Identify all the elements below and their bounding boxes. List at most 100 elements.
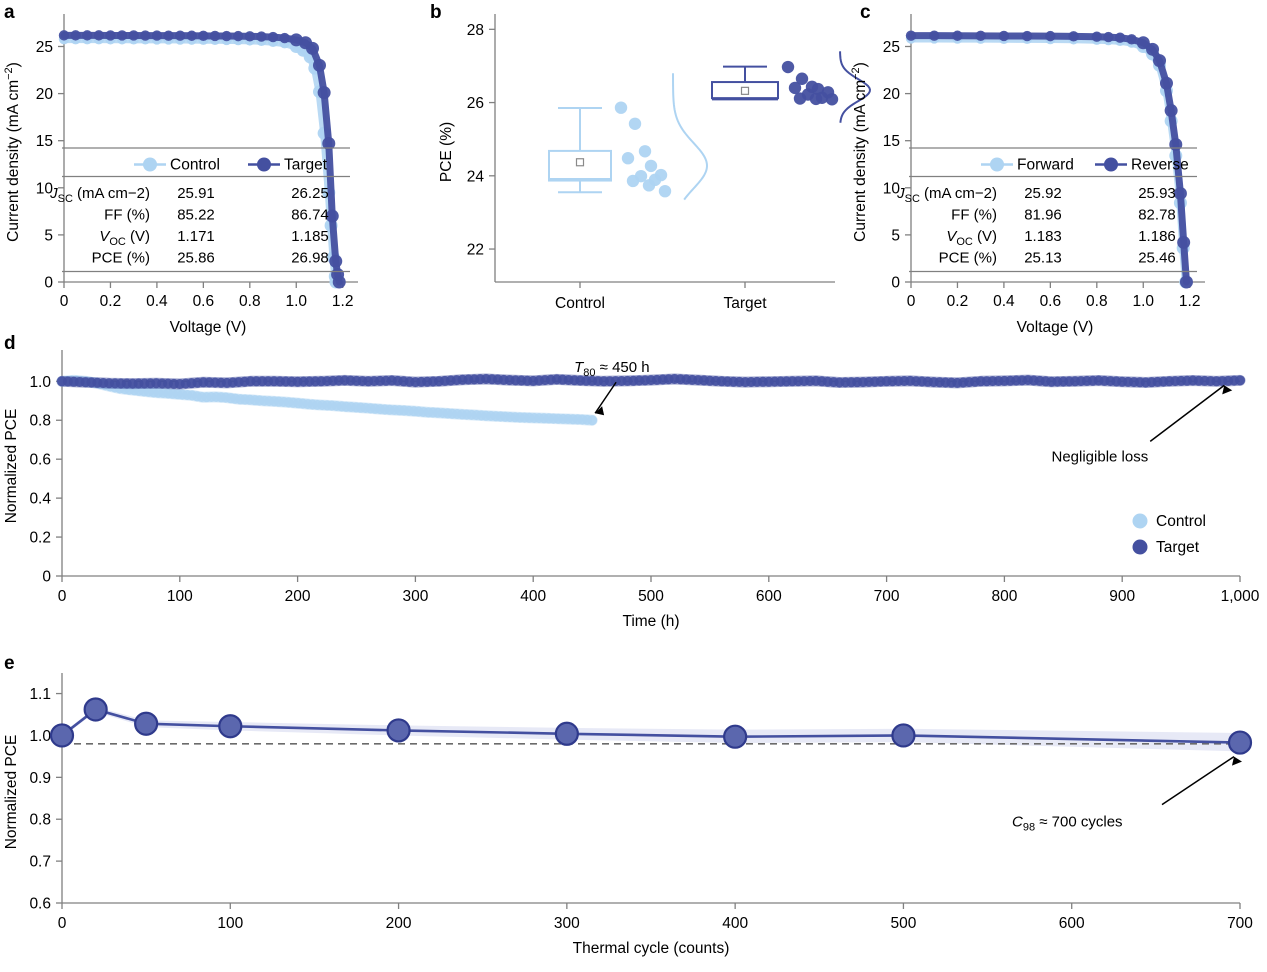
data-point bbox=[1021, 30, 1033, 42]
y-tick-label: 0 bbox=[891, 275, 900, 292]
data-point bbox=[134, 711, 159, 736]
x-tick-label: 800 bbox=[991, 588, 1017, 605]
box bbox=[711, 81, 779, 100]
table-cell-value: 81.96 bbox=[1024, 207, 1062, 224]
x-tick-label: 0.8 bbox=[1086, 293, 1108, 310]
legend-label-forward: Forward bbox=[1017, 157, 1074, 174]
table-cell-value: 82.78 bbox=[1138, 207, 1176, 224]
legend-label-reverse: Reverse bbox=[1131, 157, 1189, 174]
data-point bbox=[1136, 36, 1150, 50]
scatter-point bbox=[628, 117, 642, 131]
data-point bbox=[1103, 31, 1114, 43]
y-tick-label: 1.0 bbox=[29, 374, 51, 391]
x-tick-label: 1.2 bbox=[1179, 293, 1201, 310]
y-tick-label: 0.7 bbox=[29, 854, 51, 871]
data-point bbox=[82, 30, 93, 41]
y-tick-label: 26 bbox=[467, 95, 484, 112]
x-tick-label: 0.6 bbox=[193, 293, 215, 310]
legend-label-target: Target bbox=[1156, 539, 1200, 556]
data-point bbox=[329, 254, 343, 268]
x-tick-label: 300 bbox=[554, 915, 580, 932]
table-cell-value: 1.186 bbox=[1138, 228, 1176, 245]
x-tick-label: 500 bbox=[890, 915, 916, 932]
y-axis-title: Normalized PCE bbox=[3, 409, 20, 524]
annotation-arrow-line bbox=[1149, 384, 1225, 442]
y-tick-label: 10 bbox=[883, 180, 901, 197]
data-point bbox=[325, 209, 339, 223]
data-point bbox=[186, 30, 197, 41]
panel-label-e: e bbox=[4, 653, 15, 674]
x-tick-label: 1.2 bbox=[332, 293, 354, 310]
y-tick-label: 5 bbox=[44, 227, 53, 244]
confidence-band bbox=[62, 706, 1240, 752]
data-point bbox=[587, 415, 598, 426]
panel-b-svg: 22 24 26 28 PCE (%) Control Target bbox=[438, 14, 872, 312]
x-tick-label: 400 bbox=[722, 915, 748, 932]
x-tick-label: 600 bbox=[1059, 915, 1085, 932]
data-point bbox=[1179, 275, 1193, 289]
data-point bbox=[116, 30, 128, 41]
table-cell-value: 85.22 bbox=[177, 207, 215, 224]
data-point bbox=[1235, 375, 1245, 386]
y-tick-label: 15 bbox=[883, 133, 900, 150]
y-tick-label: 1.1 bbox=[29, 686, 51, 703]
table-cell-value: 25.86 bbox=[177, 250, 215, 267]
panel-e-chart: 0.6 0.7 0.8 0.9 1.0 1.1 0 100 200 300 400 500 600 700… bbox=[0, 645, 1267, 972]
scatter-point bbox=[825, 93, 839, 106]
x-tick-label: 0.2 bbox=[100, 293, 122, 310]
data-point bbox=[140, 30, 151, 41]
y-tick-label: 0 bbox=[42, 569, 51, 586]
x-category-label: Control bbox=[555, 295, 605, 312]
data-point bbox=[163, 30, 174, 41]
x-tick-label: 0 bbox=[60, 293, 69, 310]
table-row-label: JSC (mA cm−2) bbox=[49, 185, 150, 205]
data-point bbox=[105, 30, 116, 41]
x-tick-label: 500 bbox=[638, 588, 664, 605]
data-point bbox=[952, 30, 963, 41]
panel-a-chart: 0 5 10 15 20 25 0 0.2 0.4 0.6 0.8 1.0 1.2 Voltage (V)… bbox=[0, 0, 420, 336]
data-point bbox=[1045, 30, 1056, 42]
y-axis-title: Current density (mA cm−2) bbox=[3, 62, 22, 242]
y-tick-label: 0.2 bbox=[29, 530, 51, 547]
annotation-arrow-head bbox=[595, 406, 605, 416]
boxplot-control bbox=[548, 73, 708, 201]
data-point bbox=[306, 41, 320, 55]
y-axis-title: Current density (mA cm−2) bbox=[850, 62, 869, 242]
y-tick-label: 20 bbox=[883, 86, 901, 103]
y-tick-label: 0.4 bbox=[29, 491, 51, 508]
table-row-label: VOC (V) bbox=[99, 228, 150, 248]
x-tick-label: 0.6 bbox=[1040, 293, 1062, 310]
x-tick-label: 0.2 bbox=[947, 293, 969, 310]
data-point bbox=[1164, 104, 1178, 118]
scatter-point bbox=[781, 60, 795, 74]
legend-marker-control bbox=[143, 157, 157, 172]
table-row-label: PCE (%) bbox=[92, 250, 150, 267]
y-tick-label: 25 bbox=[883, 39, 900, 56]
y-tick-label: 0.6 bbox=[29, 896, 51, 913]
data-point bbox=[232, 30, 244, 42]
annotation-arrow-line bbox=[594, 381, 617, 414]
data-point bbox=[279, 32, 290, 44]
x-tick-label: 0 bbox=[58, 915, 67, 932]
x-tick-label: 200 bbox=[386, 915, 412, 932]
y-tick-label: 0.9 bbox=[29, 770, 51, 787]
legend-label-control: Control bbox=[1156, 513, 1206, 530]
annotation-arrow-head bbox=[1222, 385, 1233, 395]
panel-a-svg: 0 5 10 15 20 25 0 0.2 0.4 0.6 0.8 1.0 1.2 Voltage (V)… bbox=[3, 14, 358, 336]
scatter-point bbox=[658, 184, 672, 198]
y-tick-label: 22 bbox=[467, 242, 484, 259]
table-row-label: FF (%) bbox=[104, 207, 150, 224]
scatter-point bbox=[626, 174, 640, 188]
x-tick-label: 0.4 bbox=[146, 293, 168, 310]
table-cell-value: 1.185 bbox=[291, 228, 329, 245]
data-point bbox=[312, 58, 326, 72]
table-cell-value: 25.13 bbox=[1024, 250, 1062, 267]
y-tick-label: 20 bbox=[36, 86, 54, 103]
data-point bbox=[151, 30, 163, 41]
scatter-point bbox=[788, 81, 802, 95]
scatter-point bbox=[644, 159, 658, 173]
mean-marker bbox=[575, 158, 585, 167]
data-point bbox=[1091, 31, 1103, 42]
x-tick-label: 0 bbox=[58, 588, 67, 605]
legend-label-control: Control bbox=[170, 157, 220, 174]
